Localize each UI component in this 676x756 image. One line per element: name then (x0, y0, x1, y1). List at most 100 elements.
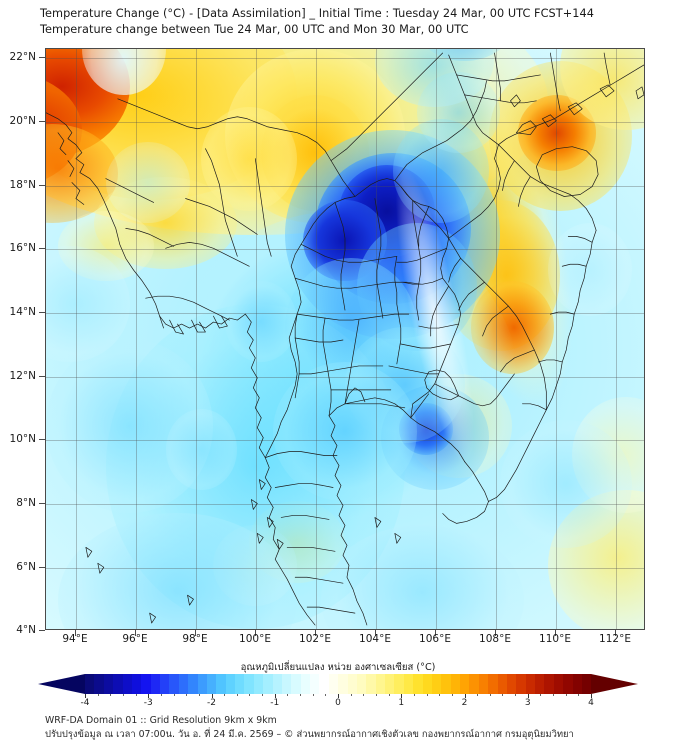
colorbar-band (478, 674, 489, 694)
colorbar-band (356, 674, 367, 694)
colorbar-band (197, 674, 207, 694)
x-tick-label: 110°E (539, 633, 571, 645)
colorbar-band (460, 674, 470, 694)
colorbar-tick (338, 694, 339, 698)
colorbar-band (122, 674, 132, 694)
colorbar-minor-tick (388, 694, 390, 696)
colorbar-ticks (38, 694, 638, 699)
colorbar-band (131, 674, 142, 694)
colorbar-band (263, 674, 273, 694)
colorbar-minor-tick (502, 694, 504, 696)
colorbar-minor-tick (413, 694, 415, 696)
x-tick-label: 100°E (239, 633, 271, 645)
x-tick-label: 102°E (299, 633, 331, 645)
chart-title-block: Temperature Change (°C) - [Data Assimila… (40, 6, 660, 37)
x-tick-label: 94°E (62, 633, 88, 645)
y-axis-ticks (39, 48, 45, 631)
colorbar-minor-tick (249, 694, 251, 696)
colorbar-minor-tick (135, 694, 137, 696)
colorbar-band (235, 674, 245, 694)
colorbar-minor-tick (553, 694, 555, 696)
y-tick-label: 8°N (16, 497, 36, 509)
colorbar-tick (464, 694, 466, 698)
colorbar-band (506, 674, 517, 694)
colorbar-minor-tick (489, 694, 491, 696)
colorbar-band (169, 674, 179, 694)
colorbar-minor-tick (325, 694, 327, 696)
colorbar-band (422, 674, 432, 694)
colorbar-minor-tick (451, 694, 453, 696)
colorbar-band (328, 674, 339, 694)
colorbar-band (178, 674, 189, 694)
colorbar-band (469, 674, 479, 694)
colorbar-band (94, 674, 104, 694)
colorbar-tick-label: 1 (398, 698, 405, 708)
colorbar-band (563, 674, 573, 694)
colorbar-tick-label: 2 (461, 698, 468, 708)
y-tick-label: 20°N (9, 115, 36, 127)
colorbar-band (188, 674, 198, 694)
colorbar-tick-label: -1 (270, 698, 280, 708)
colorbar-low-extend-arrow (38, 674, 85, 694)
colorbar-band (497, 674, 507, 694)
colorbar-minor-tick (236, 694, 238, 696)
colorbar-high-extend-arrow (591, 674, 638, 694)
colorbar-band (103, 674, 114, 694)
colorbar-band (150, 674, 160, 694)
x-tick-label: 96°E (122, 633, 148, 645)
colorbar-minor-tick (287, 694, 289, 696)
title-line-2: Temperature change between Tue 24 Mar, 0… (40, 22, 469, 36)
colorbar-minor-tick (540, 694, 542, 696)
coastline-and-border-overlay (46, 52, 644, 626)
colorbar-minor-tick (160, 694, 162, 696)
x-tick-label: 108°E (479, 633, 511, 645)
colorbar-band (544, 674, 554, 694)
colorbar-band (310, 674, 320, 694)
y-tick-label: 22°N (9, 51, 36, 63)
colorbar-minor-tick (578, 694, 580, 696)
colorbar-band (300, 674, 310, 694)
x-axis-labels: 94°E 96°E 98°E 100°E 102°E 104°E 106°E 1… (45, 633, 645, 649)
colorbar-tick-label: -2 (207, 698, 216, 708)
map-plot-area (45, 48, 645, 630)
colorbar-band (553, 674, 564, 694)
colorbar-minor-tick (363, 694, 365, 696)
colorbar-tick-labels: -4 -3 -2 -1 0 1 2 3 4 (38, 698, 638, 712)
y-tick-label: 16°N (9, 242, 36, 254)
colorbar-band (113, 674, 123, 694)
colorbar-band (525, 674, 535, 694)
colorbar-tick-label: 3 (524, 698, 531, 708)
colorbar-tick-label: 4 (588, 698, 594, 708)
colorbar-minor-tick (515, 694, 517, 696)
colorbar-tick-label: -3 (143, 698, 153, 708)
y-tick-label: 10°N (9, 433, 36, 445)
x-tick-label: 106°E (419, 633, 451, 645)
colorbar-band (272, 674, 282, 694)
colorbar-band (516, 674, 526, 694)
colorbar-tick (527, 694, 529, 698)
colorbar-tick-label: 0 (335, 698, 341, 708)
colorbar-band (291, 674, 301, 694)
colorbar-band (394, 674, 404, 694)
x-tick-label: 104°E (359, 633, 391, 645)
colorbar-band (413, 674, 423, 694)
colorbar-tick (211, 694, 213, 698)
colorbar-band (385, 674, 395, 694)
colorbar-band (441, 674, 451, 694)
colorbar-band (319, 674, 329, 694)
colorbar-band (160, 674, 170, 694)
colorbar-band (431, 674, 442, 694)
colorbar-minor-tick (186, 694, 188, 696)
colorbar-band (281, 674, 292, 694)
x-tick-label: 112°E (599, 633, 631, 645)
footer-line-model: WRF-DA Domain 01 :: Grid Resolution 9km … (45, 715, 277, 726)
y-tick-label: 18°N (9, 179, 36, 191)
colorbar-band (572, 674, 582, 694)
colorbar-minor-tick (312, 694, 314, 696)
colorbar-tick (85, 694, 86, 698)
colorbar-tick (591, 694, 592, 698)
colorbar-band (141, 674, 151, 694)
colorbar-tick (401, 694, 403, 698)
colorbar-band (581, 674, 592, 694)
x-axis-ticks (45, 630, 645, 636)
